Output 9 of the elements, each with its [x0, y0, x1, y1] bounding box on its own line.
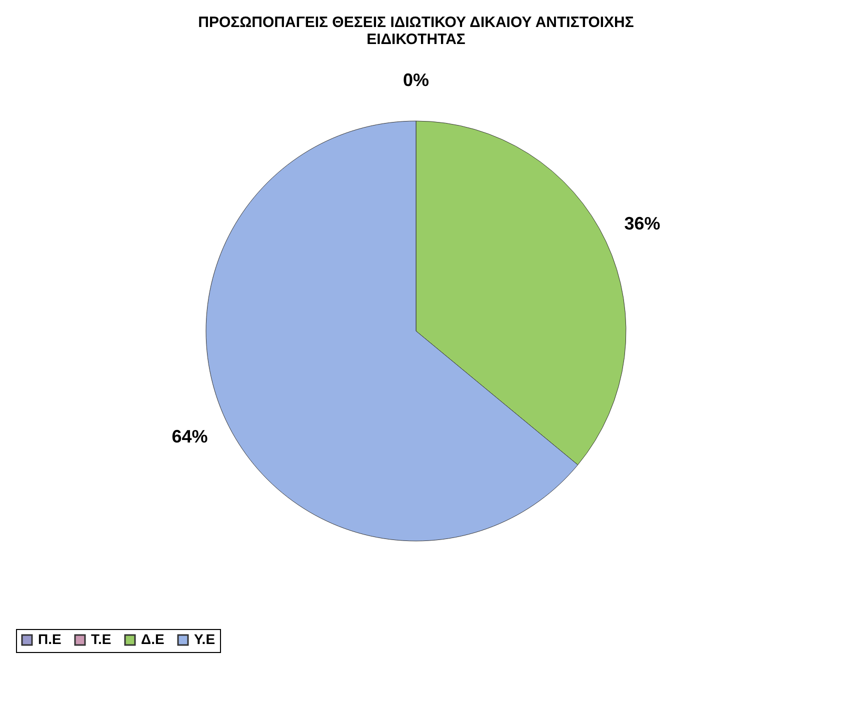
legend-label: Τ.Ε — [91, 631, 112, 647]
data-label: 64% — [172, 426, 208, 446]
legend-label: Δ.Ε — [141, 631, 164, 647]
text: 0% — [402, 70, 430, 90]
text: ΕΙΔΙΚΟΤΗΤΑΣ — [366, 31, 466, 48]
legend-label: Υ.Ε — [194, 631, 216, 647]
data-label: 36% — [624, 214, 660, 234]
text: ΠΡΟΣΩΠΟΠΑΓΕΙΣ ΘΕΣΕΙΣ ΙΔΙΩΤΙΚΟΥ ΔΙΚΑΙΟΥ ΑΝΤΙΣΤΟΙΧΗΣ — [198, 14, 634, 31]
legend-label: Π.Ε — [38, 631, 62, 647]
